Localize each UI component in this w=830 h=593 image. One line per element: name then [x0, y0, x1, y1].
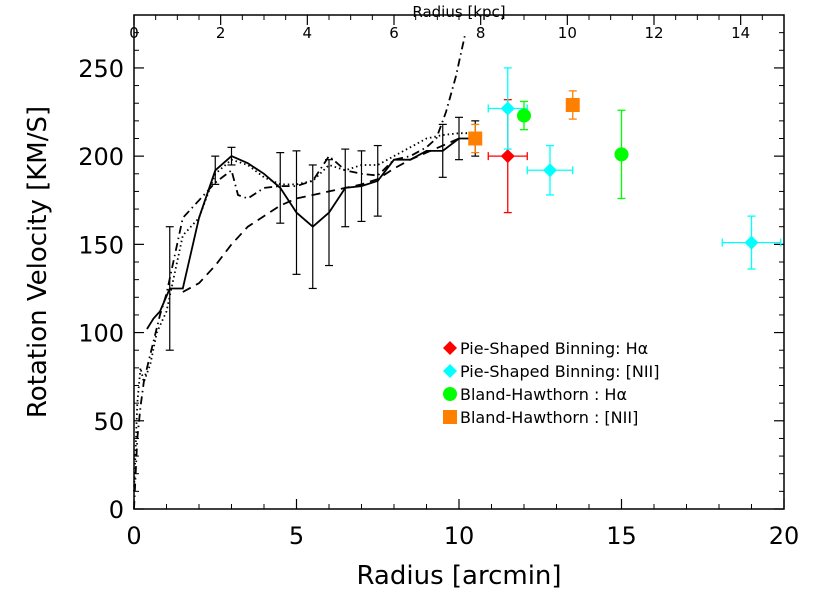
y-axis-title: Rotation Velocity [KM/S] — [23, 106, 53, 418]
legend-marker-diamond — [443, 341, 457, 355]
y-tick-label: 100 — [78, 320, 124, 348]
curve-solid — [146, 137, 476, 330]
data-point-square — [468, 131, 483, 146]
curve-dashed — [182, 137, 460, 293]
axis-ticks — [133, 15, 785, 510]
legend-label: Pie-Shaped Binning: Hα — [460, 339, 648, 358]
legend: Pie-Shaped Binning: Hα Pie-Shaped Binning… — [443, 339, 660, 427]
x2-tick-label: 0 — [129, 24, 139, 42]
y-tick-label: 50 — [93, 408, 124, 436]
x-tick-label: 5 — [289, 522, 304, 550]
x2-tick-label: 8 — [476, 24, 486, 42]
rotation-curve-lines — [133, 32, 480, 510]
legend-marker-circle — [443, 387, 457, 401]
data-point-diamond — [500, 149, 515, 164]
legend-label: Bland-Hawthorn : Hα — [460, 385, 627, 404]
x-tick-label: 0 — [126, 522, 141, 550]
data-point-diamond — [500, 101, 515, 116]
data-point-diamond — [744, 235, 759, 250]
x2-axis-title: Radius [kpc] — [412, 3, 505, 21]
x-tick-label: 15 — [606, 522, 637, 550]
y-tick-label: 200 — [78, 143, 124, 171]
x2-tick-label: 2 — [216, 24, 226, 42]
legend-label: Bland-Hawthorn : [NII] — [460, 408, 638, 427]
data-point-square — [565, 97, 580, 112]
x-tick-label: 10 — [444, 522, 475, 550]
x2-tick-label: 4 — [303, 24, 313, 42]
y-tick-label: 250 — [78, 55, 124, 83]
legend-label: Pie-Shaped Binning: [NII] — [460, 362, 660, 381]
curve-dotted — [133, 132, 476, 492]
x2-tick-label: 12 — [644, 24, 663, 42]
y-tick-label: 0 — [109, 496, 124, 524]
legend-marker-square — [443, 410, 457, 424]
x2-tick-label: 6 — [389, 24, 399, 42]
plot-frame — [133, 14, 785, 510]
legend-marker-diamond — [443, 364, 457, 378]
data-point-diamond — [543, 163, 557, 178]
x2-tick-label: 10 — [558, 24, 577, 42]
x-axis-title: Radius [arcmin] — [356, 561, 561, 591]
curve-dash-dot — [133, 32, 467, 510]
x-tick-label: 20 — [769, 522, 800, 550]
x2-tick-label: 14 — [731, 24, 750, 42]
y-tick-label: 150 — [78, 231, 124, 259]
observation-points — [468, 67, 782, 270]
data-point-circle — [517, 108, 531, 123]
data-point-circle — [614, 147, 629, 162]
